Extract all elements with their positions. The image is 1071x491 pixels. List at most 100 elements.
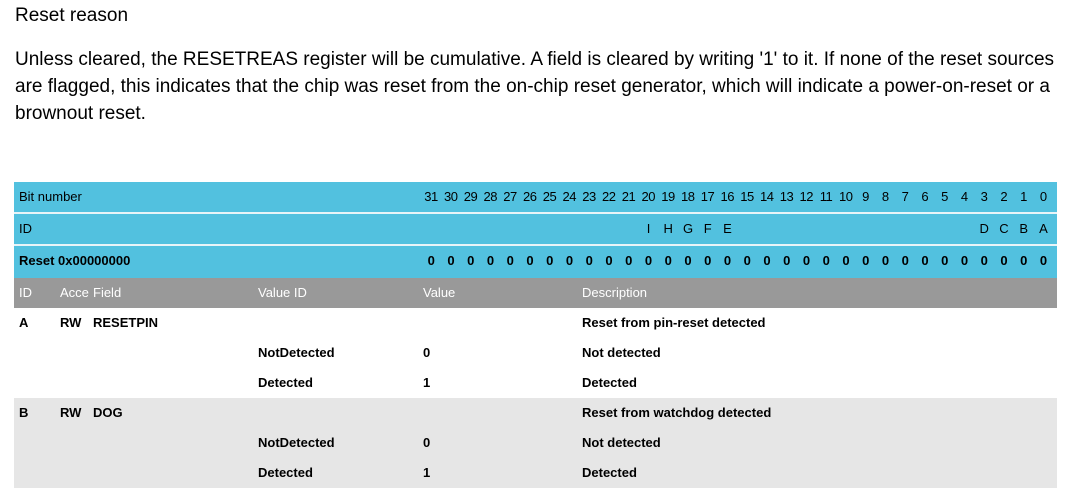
value-description: Not detected bbox=[582, 345, 661, 360]
bit-number: 15 bbox=[740, 189, 754, 204]
value: 0 bbox=[423, 345, 431, 360]
bit-reset-value: 0 bbox=[585, 253, 593, 268]
bit-number: 17 bbox=[700, 189, 715, 204]
bit-reset-value: 0 bbox=[644, 253, 652, 268]
bit-id: H bbox=[663, 221, 673, 236]
bit-reset-value: 0 bbox=[960, 253, 968, 268]
bit-number-row: Bit number 31 30 29 28 27 26 25 24 23 22 21 20 19 18 1… bbox=[14, 182, 1057, 214]
bit-reset-value: 0 bbox=[546, 253, 553, 268]
bit-reset-value: 0 bbox=[980, 253, 988, 268]
bit-number: 2 bbox=[1000, 189, 1008, 204]
bit-number: 0 bbox=[1039, 189, 1047, 204]
bit-number: 1 bbox=[1020, 189, 1027, 204]
bit-reset-value: 0 bbox=[486, 253, 494, 268]
bit-reset-value: 0 bbox=[1000, 253, 1008, 268]
value-id: Detected bbox=[258, 465, 313, 480]
field-name: DOG bbox=[93, 405, 123, 420]
bit-reset-value: 0 bbox=[664, 253, 672, 268]
col-field: Field bbox=[93, 285, 122, 300]
bit-id: A bbox=[1039, 221, 1048, 236]
bit-id: C bbox=[999, 221, 1009, 236]
bit-reset-value: 0 bbox=[723, 253, 731, 268]
value-id: NotDetected bbox=[258, 435, 335, 450]
bit-reset-value: 0 bbox=[941, 253, 948, 268]
bit-reset-value: 0 bbox=[802, 253, 810, 268]
field-name: RESETPIN bbox=[93, 315, 159, 330]
description-paragraph: Unless cleared, the RESETREAS register w… bbox=[15, 49, 1055, 124]
bit-number: 24 bbox=[562, 189, 577, 204]
bit-id: I bbox=[646, 221, 651, 236]
bit-number: 22 bbox=[602, 189, 616, 204]
bit-number: 21 bbox=[621, 189, 636, 204]
id-label: ID bbox=[19, 221, 32, 236]
bit-reset-value: 0 bbox=[901, 253, 909, 268]
bit-reset-value: 0 bbox=[822, 253, 830, 268]
bit-reset-value: 0 bbox=[506, 253, 514, 268]
bit-reset-value: 0 bbox=[862, 253, 869, 268]
value-description: Not detected bbox=[582, 435, 661, 450]
bit-number: 28 bbox=[483, 189, 498, 204]
value-description: Detected bbox=[582, 375, 637, 390]
table-row: Detected 1 Detected bbox=[14, 458, 1057, 488]
field-id: B bbox=[19, 405, 29, 420]
bit-reset-value: 0 bbox=[842, 253, 850, 268]
reset-label: Reset 0x00000000 bbox=[19, 253, 131, 268]
bit-reset-value: 0 bbox=[881, 253, 889, 268]
table-row: NotDetected 0 Not detected bbox=[14, 338, 1057, 368]
bit-id: D bbox=[979, 221, 989, 236]
bit-number: 13 bbox=[779, 189, 794, 204]
bit-reset-value: 0 bbox=[565, 253, 573, 268]
value-id: NotDetected bbox=[258, 345, 335, 360]
field-group-B: B RW DOG Reset from watchdog detected NotDet… bbox=[14, 398, 1057, 488]
col-description: Description bbox=[582, 285, 648, 300]
bit-reset-value: 0 bbox=[1020, 253, 1027, 268]
bit-reset-value: 0 bbox=[447, 253, 455, 268]
bit-number: 19 bbox=[661, 189, 675, 204]
bit-reset-value: 0 bbox=[704, 253, 711, 268]
col-id: ID bbox=[19, 285, 32, 300]
bit-number: 18 bbox=[681, 189, 695, 204]
bit-number: 26 bbox=[523, 189, 537, 204]
field-description: Reset from pin-reset detected bbox=[582, 315, 766, 330]
bit-number: 11 bbox=[819, 189, 833, 204]
bit-id: F bbox=[703, 221, 712, 236]
bit-reset-value: 0 bbox=[1039, 253, 1047, 268]
bit-number: 30 bbox=[444, 189, 458, 204]
bit-reset-value: 0 bbox=[783, 253, 790, 268]
col-value-id: Value ID bbox=[258, 285, 307, 300]
bit-number: 23 bbox=[582, 189, 596, 204]
bit-reset-value: 0 bbox=[467, 253, 474, 268]
value-id: Detected bbox=[258, 375, 313, 390]
value: 1 bbox=[423, 375, 431, 390]
bit-reset-value: 0 bbox=[526, 253, 534, 268]
bit-reset-value: 0 bbox=[605, 253, 613, 268]
bit-number: 20 bbox=[641, 189, 656, 204]
bit-number: 8 bbox=[881, 189, 889, 204]
bit-number: 29 bbox=[463, 189, 478, 204]
table-row: Detected 1 Detected bbox=[14, 368, 1057, 398]
value: 1 bbox=[423, 465, 431, 480]
table-row: NotDetected 0 Not detected bbox=[14, 428, 1057, 458]
table-row: B RW DOG Reset from watchdog detected bbox=[14, 398, 1057, 428]
bit-id: B bbox=[1019, 221, 1028, 236]
field-id: A bbox=[19, 315, 29, 330]
table-header: ID Acce Field Value ID Value Description bbox=[14, 278, 1057, 308]
bit-reset-value: 0 bbox=[921, 253, 929, 268]
bit-number: 27 bbox=[503, 189, 517, 204]
bit-number: 16 bbox=[720, 189, 735, 204]
section-heading: Reset reason bbox=[15, 5, 129, 26]
bit-number: 3 bbox=[980, 189, 988, 204]
field-access: RW bbox=[60, 405, 82, 420]
col-access: Acce bbox=[60, 285, 89, 300]
bit-id: G bbox=[682, 221, 693, 236]
field-group-A: A RW RESETPIN Reset from pin-reset detected… bbox=[14, 308, 1057, 398]
bit-number: 5 bbox=[941, 189, 948, 204]
bit-number: 10 bbox=[839, 189, 853, 204]
field-access: RW bbox=[60, 315, 82, 330]
register-table: Bit number 31 30 29 28 27 26 25 24 23 22 21 20 19 18 1… bbox=[14, 182, 1057, 488]
bit-number: 4 bbox=[960, 189, 968, 204]
bit-id: E bbox=[723, 221, 732, 236]
bit-number-label: Bit number bbox=[19, 189, 82, 204]
bit-reset-value: 0 bbox=[684, 253, 692, 268]
